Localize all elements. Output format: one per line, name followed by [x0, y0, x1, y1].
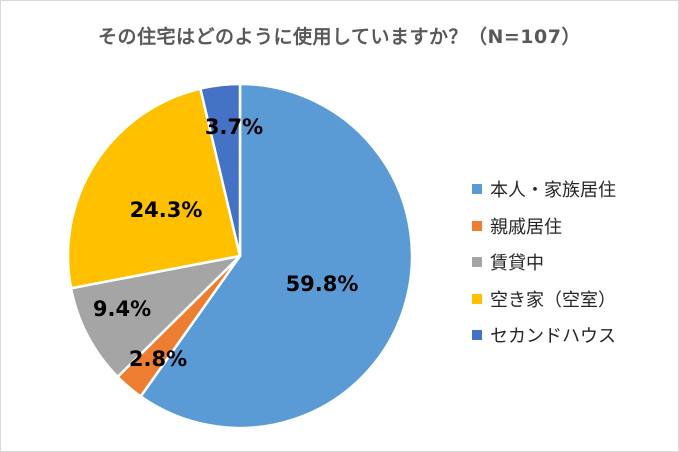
- pie-slice: [199, 82, 242, 258]
- legend-item: セカンドハウス: [472, 317, 616, 354]
- pie-slice: [66, 87, 242, 290]
- legend-label: セカンドハウス: [490, 326, 616, 348]
- data-label: 3.7%: [204, 115, 264, 139]
- legend-swatch-icon: [472, 330, 482, 341]
- legend-item: 空き家（空室）: [472, 281, 616, 318]
- pie-slice: [139, 82, 414, 430]
- legend-swatch-icon: [472, 220, 482, 231]
- legend-label: 空き家（空室）: [490, 289, 616, 311]
- legend-item: 親戚居住: [472, 208, 616, 245]
- chart-title: その住宅はどのように使用していますか？（N=107）: [98, 26, 581, 48]
- legend-swatch-icon: [472, 257, 482, 268]
- legend-swatch-icon: [472, 184, 482, 195]
- legend-label: 親戚居住: [490, 216, 562, 238]
- legend-label: 賃貸中: [490, 253, 544, 275]
- pie-slice: [69, 254, 242, 379]
- legend: 本人・家族居住 親戚居住 賃貸中 空き家（空室） セカンドハウス: [472, 171, 616, 354]
- data-label: 59.8%: [285, 272, 359, 296]
- data-label: 2.8%: [128, 347, 188, 371]
- legend-item: 賃貸中: [472, 244, 616, 281]
- legend-item: 本人・家族居住: [472, 171, 616, 208]
- legend-label: 本人・家族居住: [490, 180, 616, 202]
- data-label: 24.3%: [129, 198, 203, 222]
- legend-swatch-icon: [472, 293, 482, 304]
- data-label: 9.4%: [92, 297, 152, 321]
